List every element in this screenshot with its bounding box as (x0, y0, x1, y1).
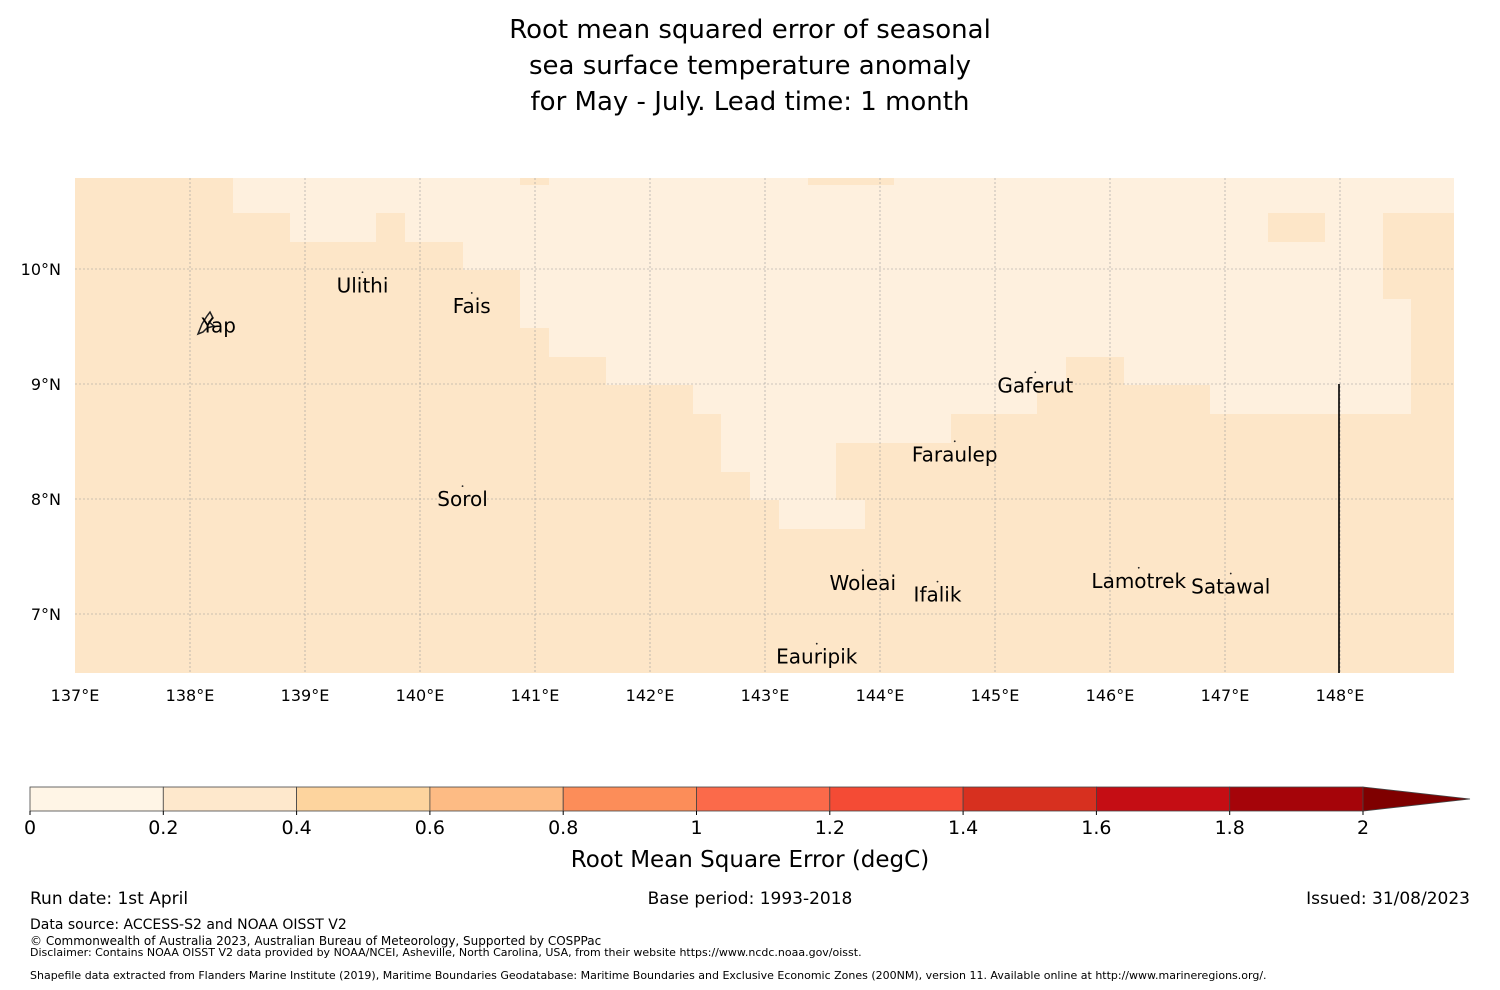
shapefile-credit: Shapefile data extracted from Flanders M… (30, 969, 1267, 982)
title-line-2: sea surface temperature anomaly (529, 51, 971, 81)
island-lamotrek: Lamotrek (1091, 566, 1186, 593)
x-tick-label: 141°E (511, 686, 560, 705)
island-dot (953, 440, 956, 443)
island-label: Gaferut (997, 373, 1073, 397)
y-axis-ticks: 10°N 9°N 8°N 7°N (21, 260, 61, 624)
x-axis-ticks: 137°E 138°E 139°E 140°E 141°E 142°E 143°E 144°E… (51, 686, 1365, 705)
island-label: Lamotrek (1091, 569, 1186, 593)
colorbar-label: Root Mean Square Error (degC) (570, 847, 930, 873)
map-area: Yap Ulithi Fais Gaferut Faraulep Sorol Woleai I… (75, 178, 1454, 673)
issued-date: Issued: 31/08/2023 (1306, 889, 1470, 909)
colorbar-tick-label: 1.2 (815, 817, 845, 839)
colorbar-tick-label: 0.8 (548, 817, 578, 839)
island-dot (1137, 566, 1140, 569)
island-gaferut: Gaferut (997, 371, 1073, 397)
run-date: Run date: 1st April (30, 889, 189, 909)
colorbar-tick-label: 0.2 (148, 817, 178, 839)
colorbar-segment (1096, 786, 1231, 812)
colorbar-segment (696, 786, 831, 812)
x-tick-label: 137°E (51, 686, 100, 705)
island-eauripik: Eauripik (776, 642, 858, 669)
colorbar-segment (296, 786, 431, 812)
colorbar (29, 786, 1471, 812)
data-source: Data source: ACCESS-S2 and NOAA OISST V2 (30, 917, 347, 933)
island-satawal: Satawal (1191, 572, 1270, 599)
low-error-region (233, 178, 1454, 529)
title-line-1: Root mean squared error of seasonal (509, 15, 991, 45)
higher-error-patch (520, 178, 549, 185)
colorbar-segment (1229, 786, 1364, 812)
island-dot (936, 580, 939, 583)
low-error-area (233, 178, 1454, 529)
x-tick-label: 142°E (626, 686, 675, 705)
island-woleai: Woleai (829, 569, 896, 595)
graticule (75, 178, 1454, 673)
colorbar-tick-label: 1.4 (948, 817, 978, 839)
colorbar-segment (429, 786, 564, 812)
colorbar-segment (562, 786, 697, 812)
island-dot (470, 292, 473, 294)
island-dot (361, 271, 364, 274)
x-tick-label: 144°E (856, 686, 905, 705)
higher-error-patch (808, 178, 894, 185)
island-label: Fais (453, 294, 491, 318)
colorbar-tick-label: 1 (690, 817, 702, 839)
colorbar-tick-label: 0 (24, 817, 36, 839)
colorbar-tick-label: 0.6 (415, 817, 445, 839)
colorbar-tick-label: 1.8 (1215, 817, 1245, 839)
island-sorol: Sorol (437, 485, 488, 511)
y-tick-label: 9°N (31, 375, 61, 394)
island-label: Woleai (829, 571, 896, 595)
colorbar-tick-label: 1.6 (1081, 817, 1111, 839)
x-tick-label: 138°E (166, 686, 215, 705)
island-dot (1034, 371, 1037, 374)
island-label: Faraulep (912, 442, 998, 466)
title-line-3: for May - July. Lead time: 1 month (530, 87, 970, 117)
x-tick-label: 147°E (1201, 686, 1250, 705)
island-label: Ulithi (337, 273, 389, 297)
colorbar-ticks: 0 0.2 0.4 0.6 0.8 1 1.2 1.4 1.6 1.8 2 (24, 811, 1369, 839)
copyright: © Commonwealth of Australia 2023, Austra… (30, 934, 602, 948)
x-tick-label: 143°E (741, 686, 790, 705)
island-label: Ifalik (914, 583, 962, 607)
colorbar-tick-label: 0.4 (281, 817, 311, 839)
island-label: Sorol (437, 487, 488, 511)
island-label: Satawal (1191, 575, 1270, 599)
higher-error-patch (1268, 213, 1325, 242)
island-faraulep: Faraulep (912, 440, 998, 466)
island-dot (861, 569, 864, 571)
colorbar-extend-arrow (1362, 786, 1471, 812)
colorbar-segment (162, 786, 298, 812)
base-period: Base period: 1993-2018 (647, 889, 853, 909)
chart-title: Root mean squared error of seasonal sea … (0, 12, 1500, 120)
island-label: Eauripik (776, 645, 858, 669)
island-labels: Yap Ulithi Fais Gaferut Faraulep Sorol Woleai I… (196, 271, 1270, 669)
island-label: Yap (201, 314, 236, 338)
x-tick-label: 140°E (396, 686, 445, 705)
x-tick-label: 145°E (971, 686, 1020, 705)
x-tick-label: 146°E (1086, 686, 1135, 705)
island-dot (815, 642, 818, 645)
x-tick-label: 148°E (1316, 686, 1365, 705)
island-dot (461, 485, 464, 488)
colorbar-segment (962, 786, 1097, 812)
island-ifalik: Ifalik (914, 580, 962, 607)
island-ulithi: Ulithi (337, 271, 389, 297)
disclaimer: Disclaimer: Contains NOAA OISST V2 data … (30, 946, 862, 959)
colorbar-segment (829, 786, 964, 812)
x-tick-label: 139°E (281, 686, 330, 705)
yap-island-shape (196, 310, 216, 336)
colorbar-segment (29, 786, 164, 812)
y-tick-label: 10°N (21, 260, 61, 279)
island-fais: Fais (453, 292, 491, 318)
y-tick-label: 7°N (31, 605, 61, 624)
colorbar-tick-label: 2 (1357, 817, 1369, 839)
y-tick-label: 8°N (31, 490, 61, 509)
island-yap: Yap (196, 310, 236, 338)
island-dot (1229, 572, 1232, 575)
